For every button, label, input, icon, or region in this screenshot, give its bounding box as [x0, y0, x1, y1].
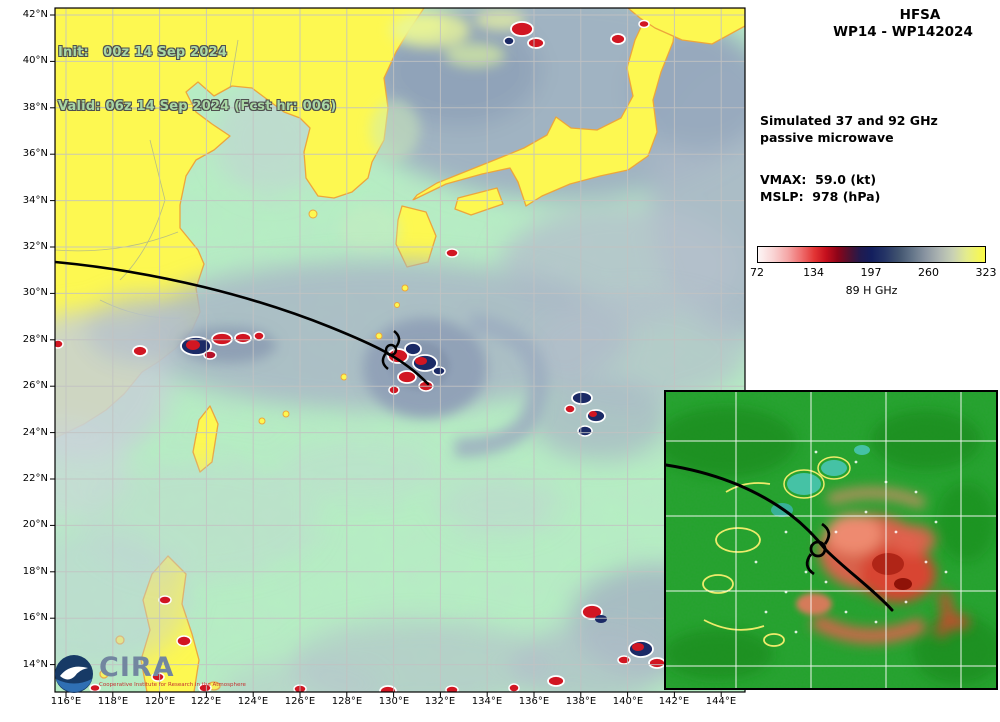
inset-grid-lines: [666, 392, 996, 688]
lat-tick-label: 22°N: [22, 473, 48, 484]
mslp-value: MSLP: 978 (hPa): [760, 189, 881, 204]
grid-lines: [55, 8, 745, 692]
inset-speckles: [754, 450, 948, 634]
product-description: Simulated 37 and 92 GHz passive microwav…: [760, 112, 938, 146]
model-name: HFSA: [899, 7, 941, 23]
lon-tick-label: 116°E: [50, 696, 82, 707]
lat-tick-label: 42°N: [22, 9, 48, 20]
inset-yellow-contours: [702, 482, 785, 647]
lon-tick-label: 120°E: [144, 696, 176, 707]
lon-tick-label: 142°E: [658, 696, 690, 707]
microwave-map-canvas: [50, 7, 746, 697]
colorbar-tick: 134: [803, 266, 825, 279]
lon-tick-label: 144°E: [705, 696, 737, 707]
lon-tick-label: 122°E: [190, 696, 222, 707]
storm-zoom-inset: [656, 390, 1000, 690]
lat-tick-label: 32°N: [22, 241, 48, 252]
lat-tick-label: 26°N: [22, 380, 48, 391]
main-map: Init: 00z 14 Sep 2024 Valid: 06z 14 Sep …: [22, 7, 746, 707]
lat-tick-label: 34°N: [22, 195, 48, 206]
colorbar-gradient: [757, 246, 986, 263]
central-cloud-layer: [55, 260, 745, 692]
axis-ticks: [50, 14, 722, 697]
lat-tick-label: 14°N: [22, 659, 48, 670]
lon-tick-label: 130°E: [378, 696, 410, 707]
lat-tick-label: 28°N: [22, 334, 48, 345]
valid-time-label: Valid: 06z 14 Sep 2024 (Fcst hr: 006): [58, 99, 337, 114]
run-time-overlay: Init: 00z 14 Sep 2024 Valid: 06z 14 Sep …: [58, 8, 336, 152]
product-line2: passive microwave: [760, 130, 894, 145]
colorbar-tick: 72: [750, 266, 764, 279]
lat-tick-label: 18°N: [22, 566, 48, 577]
tropical-cyclone-symbol: [381, 330, 401, 370]
province-borders: [55, 39, 239, 319]
lat-tick-label: 36°N: [22, 148, 48, 159]
colorbar-tick: 260: [918, 266, 940, 279]
lat-tick-label: 20°N: [22, 519, 48, 530]
storm-id: WP14 - WP142024: [833, 24, 973, 40]
lat-tick-label: 16°N: [22, 612, 48, 623]
colorbar-tick: 197: [860, 266, 882, 279]
inset-tropical-cyclone-symbol: [805, 522, 831, 576]
plot-frame: [54, 7, 746, 693]
noaa-logo-icon: [55, 655, 93, 693]
lat-tick-label: 30°N: [22, 287, 48, 298]
lon-tick-label: 134°E: [471, 696, 503, 707]
lon-tick-label: 124°E: [237, 696, 269, 707]
product-line1: Simulated 37 and 92 GHz: [760, 113, 938, 128]
lon-tick-label: 138°E: [565, 696, 597, 707]
colorbar-ticks: 72 134 197 260 323: [750, 266, 997, 280]
inset-dark-green-patches: [656, 407, 1000, 685]
lat-tick-label: 40°N: [22, 55, 48, 66]
forecast-track-line: [55, 260, 430, 386]
inset-canvas: [656, 392, 1000, 688]
hokkaido: [627, 8, 745, 45]
vmax-value: VMAX: 59.0 (kt): [760, 172, 877, 187]
lon-tick-label: 136°E: [518, 696, 550, 707]
lon-tick-label: 128°E: [331, 696, 363, 707]
lat-tick-label: 38°N: [22, 102, 48, 113]
inset-storm-rainbands: [796, 487, 970, 644]
colorbar-tick: 323: [975, 266, 997, 279]
lon-tick-label: 118°E: [97, 696, 129, 707]
lon-tick-label: 140°E: [612, 696, 644, 707]
lon-tick-label: 132°E: [424, 696, 456, 707]
colorbar-unit-label: 89 H GHz: [845, 284, 898, 297]
lon-tick-label: 126°E: [284, 696, 316, 707]
lat-tick-label: 24°N: [22, 427, 48, 438]
init-time-label: Init: 00z 14 Sep 2024: [58, 45, 228, 60]
cira-wordmark: CIRA: [99, 652, 175, 683]
inset-forecast-track-line: [664, 463, 894, 612]
cira-tagline: Cooperative Institute for Research in th…: [99, 682, 246, 688]
cira-noaa-logo: CIRA Cooperative Institute for Research …: [54, 654, 246, 694]
